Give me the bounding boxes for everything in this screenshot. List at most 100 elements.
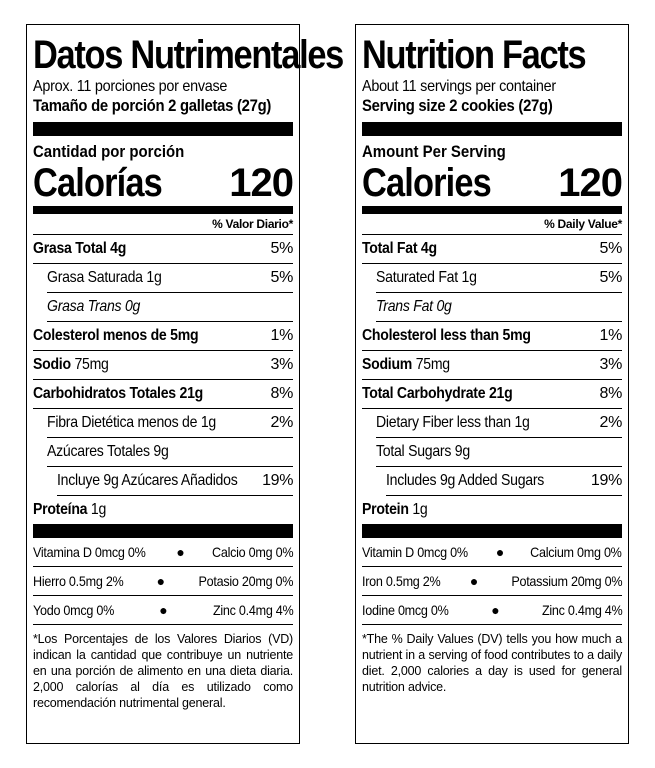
vitamin-right: Calcium 0mg 0% <box>530 544 623 560</box>
amount-per-serving: Cantidad por porción <box>33 142 185 161</box>
nutrient-name: Includes 9g Added Sugars <box>386 472 545 489</box>
serving-size: Serving size 2 cookies (27g) <box>362 97 553 115</box>
nutrient-row-trans-fat: Trans Fat 0g <box>376 293 622 322</box>
nutrient-row-saturated-fat: Saturated Fat 1g 5% <box>376 264 622 293</box>
nutrient-name: Incluye 9g Azúcares Añadidos <box>57 472 238 489</box>
nutrient-row-added-sugars: Incluye 9g Azúcares Añadidos 19% <box>57 467 294 496</box>
nutrient-dv: 5% <box>599 269 622 286</box>
nutrient-row-dietary-fiber: Fibra Dietética menos de 1g 2% <box>47 409 293 438</box>
nutrient-row-sodium: Sodio 75mg 3% <box>33 351 293 380</box>
nutrient-name: Sodio <box>33 356 71 373</box>
nutrient-name: Carbohidratos Totales <box>33 385 176 402</box>
daily-value-header: % Daily Value* <box>362 214 622 235</box>
nutrient-dv: 19% <box>590 472 622 489</box>
nutrition-label-spanish: Datos Nutrimentales Aprox. 11 porciones … <box>26 24 344 744</box>
nutrient-name: Cholesterol less than <box>362 327 499 344</box>
vitamin-row: Iodine 0mcg 0% ● Zinc 0.4mg 4% <box>362 596 622 625</box>
bullet-icon: ● <box>156 573 165 589</box>
nutrient-dv: 1% <box>270 327 293 344</box>
nutrient-row-total-carbohydrate: Total Carbohydrate 21g 8% <box>362 380 622 409</box>
label-title: Datos Nutrimentales <box>33 33 344 77</box>
nutrient-dv: 5% <box>270 240 293 257</box>
nutrient-name: Trans Fat <box>376 298 433 315</box>
nutrient-amount: 1g <box>200 414 216 431</box>
vitamin-row: Vitamina D 0mcg 0% ● Calcio 0mg 0% <box>33 538 293 567</box>
bullet-icon: ● <box>495 544 505 560</box>
vitamin-left: Vitamina D 0mcg 0% <box>33 544 146 560</box>
nutrient-dv: 3% <box>599 356 622 373</box>
nutrient-name: Protein <box>362 501 409 518</box>
nutrient-name: Grasa Total <box>33 240 107 257</box>
nutrient-name: Dietary Fiber less than <box>376 414 511 431</box>
calories-value: 120 <box>558 161 623 205</box>
nutrient-row-total-sugars: Azúcares Totales 9g <box>47 438 293 467</box>
calories-row: Calories 120 <box>362 161 623 205</box>
nutrient-row-added-sugars: Includes 9g Added Sugars 19% <box>386 467 622 496</box>
serving-size: Tamaño de porción 2 galletas (27g) <box>33 97 272 115</box>
nutrient-amount: 4g <box>110 240 127 257</box>
vitamin-row: Vitamin D 0mcg 0% ● Calcium 0mg 0% <box>362 538 622 567</box>
vitamin-left: Iodine 0mcg 0% <box>362 602 449 618</box>
nutrient-row-sodium: Sodium 75mg 3% <box>362 351 622 380</box>
nutrient-dv: 8% <box>599 385 622 402</box>
calories-row: Calorías 120 <box>33 161 294 205</box>
nutrient-amount: 4g <box>420 240 437 257</box>
nutrient-row-protein: Proteína 1g <box>33 496 293 524</box>
nutrient-amount: 1g <box>514 414 530 431</box>
nutrient-amount: 21g <box>488 385 513 402</box>
nutrient-name: Grasa Saturada <box>47 269 143 286</box>
vitamin-right: Potassium 20mg 0% <box>511 573 622 589</box>
nutrient-row-total-fat: Total Fat 4g 5% <box>362 235 622 264</box>
nutrient-row-total-carbohydrate: Carbohidratos Totales 21g 8% <box>33 380 293 409</box>
nutrient-name: Total Carbohydrate <box>362 385 486 402</box>
nutrient-name: Total Fat <box>362 240 418 257</box>
vitamin-right: Calcio 0mg 0% <box>211 544 294 560</box>
nutrient-amount: 21g <box>179 385 204 402</box>
footnote: *Los Porcentajes de los Valores Diarios … <box>33 632 293 710</box>
nutrient-row-total-fat: Grasa Total 4g 5% <box>33 235 293 264</box>
calories-value: 120 <box>229 161 294 205</box>
divider-thick <box>362 122 622 136</box>
vitamin-row: Yodo 0mcg 0% ● Zinc 0.4mg 4% <box>33 596 293 625</box>
vitamin-left: Vitamin D 0mcg 0% <box>362 544 468 560</box>
nutrient-amount: 0g <box>436 298 452 315</box>
servings-per-container: Aprox. 11 porciones por envase <box>33 78 228 95</box>
nutrient-amount: 9g <box>454 443 470 460</box>
nutrient-name: Saturated Fat <box>376 269 458 286</box>
nutrient-row-total-sugars: Total Sugars 9g <box>376 438 622 467</box>
vitamin-right: Zinc 0.4mg 4% <box>212 602 293 618</box>
nutrient-name: Grasa Trans <box>47 298 122 315</box>
bullet-icon: ● <box>491 602 500 618</box>
nutrient-name: Total Sugars <box>376 443 452 460</box>
servings-per-container: About 11 servings per container <box>362 78 556 95</box>
nutrient-dv: 3% <box>270 356 293 373</box>
nutrient-dv: 5% <box>599 240 622 257</box>
vitamin-left: Yodo 0mcg 0% <box>33 602 115 618</box>
nutrient-amount: 1g <box>461 269 477 286</box>
vitamin-left: Iron 0.5mg 2% <box>362 573 441 589</box>
nutrient-dv: 5% <box>270 269 293 286</box>
calories-label: Calorías <box>33 161 163 205</box>
vitamin-right: Potasio 20mg 0% <box>198 573 293 589</box>
divider-medium <box>362 206 622 214</box>
nutrient-name: Fibra Dietética menos de <box>47 414 198 431</box>
nutrient-amount: 75mg <box>74 356 109 373</box>
nutrient-dv: 8% <box>270 385 293 402</box>
bullet-icon: ● <box>469 573 478 589</box>
nutrient-row-cholesterol: Cholesterol less than 5mg 1% <box>362 322 622 351</box>
footnote: *The % Daily Values (DV) tells you how m… <box>362 632 622 694</box>
nutrient-name: Azúcares Totales <box>47 443 150 460</box>
nutrient-amount: 1g <box>146 269 162 286</box>
divider-medium <box>33 206 293 214</box>
nutrient-dv: 2% <box>270 414 293 431</box>
vitamin-row: Hierro 0.5mg 2% ● Potasio 20mg 0% <box>33 567 293 596</box>
nutrient-row-protein: Protein 1g <box>362 496 622 524</box>
nutrient-dv: 19% <box>262 472 294 489</box>
nutrient-name: Proteína <box>33 501 88 518</box>
divider-thick <box>33 122 293 136</box>
nutrient-dv: 2% <box>599 414 622 431</box>
nutrient-name: Colesterol menos de <box>33 327 167 344</box>
nutrient-amount: 1g <box>90 501 107 518</box>
nutrient-row-dietary-fiber: Dietary Fiber less than 1g 2% <box>376 409 622 438</box>
nutrient-amount: 75mg <box>415 356 450 373</box>
